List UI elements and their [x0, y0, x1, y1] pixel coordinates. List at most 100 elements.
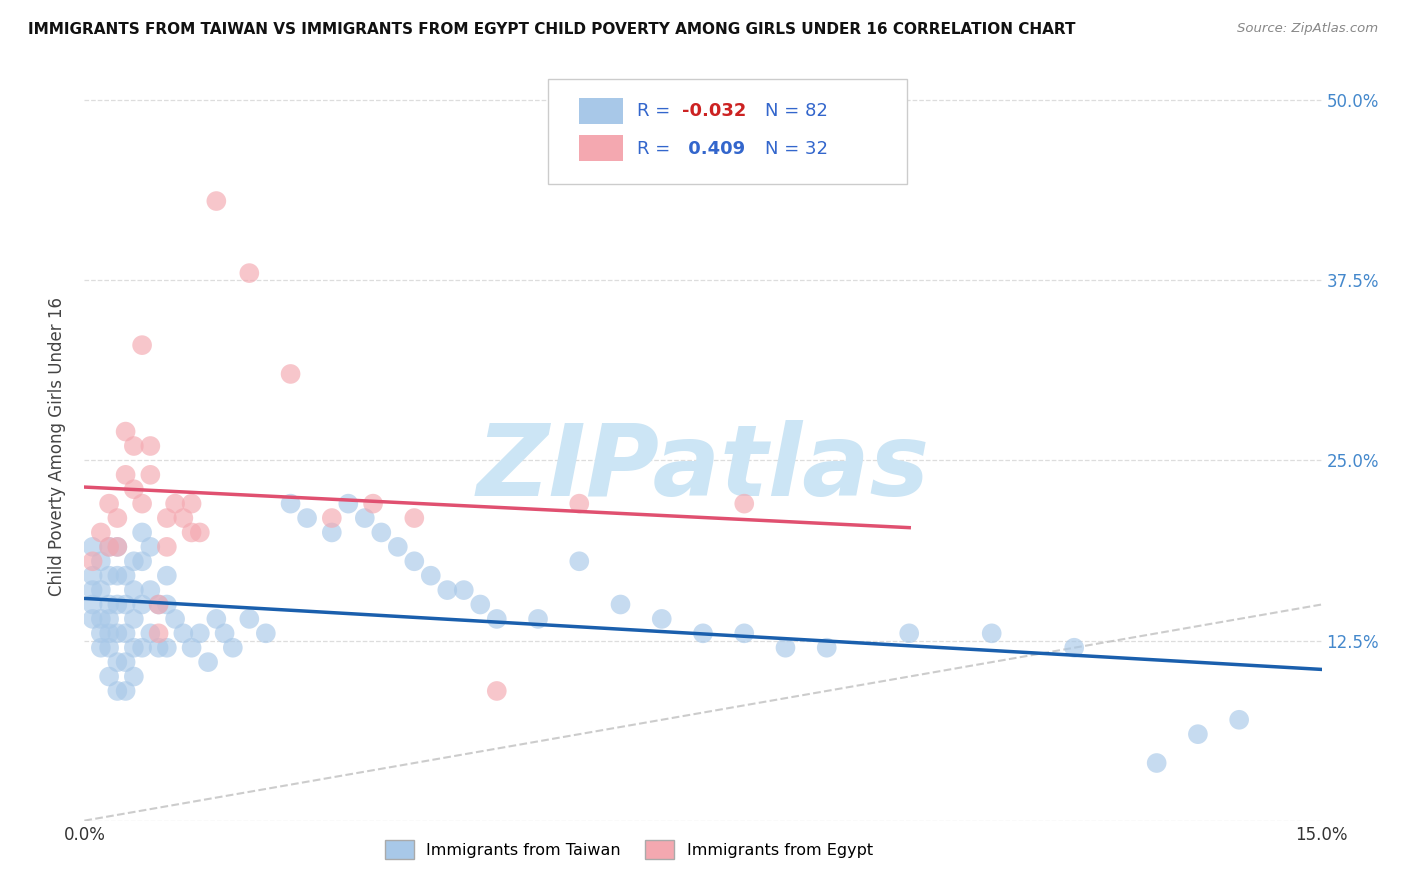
- Point: [82, 568, 104, 582]
- Point: [568, 497, 591, 511]
- Point: [733, 626, 755, 640]
- Point: [122, 583, 145, 598]
- Point: [238, 266, 260, 280]
- Point: [131, 598, 153, 612]
- Point: [980, 626, 1002, 640]
- Text: Source: ZipAtlas.com: Source: ZipAtlas.com: [1237, 22, 1378, 36]
- Point: [197, 655, 219, 669]
- Point: [98, 540, 121, 554]
- Point: [321, 511, 343, 525]
- Text: IMMIGRANTS FROM TAIWAN VS IMMIGRANTS FROM EGYPT CHILD POVERTY AMONG GIRLS UNDER : IMMIGRANTS FROM TAIWAN VS IMMIGRANTS FRO…: [28, 22, 1076, 37]
- Point: [98, 540, 121, 554]
- Point: [172, 511, 194, 525]
- Point: [404, 511, 426, 525]
- Point: [214, 626, 236, 640]
- FancyBboxPatch shape: [579, 97, 623, 124]
- Point: [453, 583, 475, 598]
- Point: [337, 497, 360, 511]
- Point: [165, 612, 187, 626]
- Point: [98, 598, 121, 612]
- Point: [114, 598, 136, 612]
- Point: [105, 511, 128, 525]
- Point: [139, 439, 162, 453]
- Point: [156, 540, 179, 554]
- Point: [156, 568, 179, 582]
- Point: [156, 598, 179, 612]
- Point: [1187, 727, 1209, 741]
- Point: [114, 467, 136, 482]
- Point: [82, 554, 104, 568]
- Text: -0.032: -0.032: [682, 102, 747, 120]
- Point: [98, 626, 121, 640]
- Point: [321, 525, 343, 540]
- Text: 0.409: 0.409: [682, 139, 745, 158]
- Text: R =: R =: [637, 102, 676, 120]
- Point: [114, 655, 136, 669]
- Point: [148, 598, 170, 612]
- Point: [139, 467, 162, 482]
- Point: [180, 525, 202, 540]
- Point: [90, 583, 112, 598]
- Point: [238, 612, 260, 626]
- Point: [280, 367, 302, 381]
- Point: [1063, 640, 1085, 655]
- Point: [180, 640, 202, 655]
- Point: [90, 626, 112, 640]
- Point: [651, 612, 673, 626]
- Point: [775, 640, 797, 655]
- Point: [1146, 756, 1168, 770]
- Point: [122, 482, 145, 496]
- Point: [148, 626, 170, 640]
- Point: [404, 554, 426, 568]
- Point: [148, 598, 170, 612]
- Point: [188, 525, 211, 540]
- Point: [180, 497, 202, 511]
- Point: [188, 626, 211, 640]
- Point: [898, 626, 921, 640]
- Point: [122, 612, 145, 626]
- Point: [387, 540, 409, 554]
- Point: [90, 640, 112, 655]
- Point: [131, 525, 153, 540]
- Point: [105, 568, 128, 582]
- Point: [98, 612, 121, 626]
- Point: [205, 194, 228, 208]
- Point: [527, 612, 550, 626]
- Point: [254, 626, 277, 640]
- Point: [156, 640, 179, 655]
- Point: [131, 338, 153, 352]
- Point: [105, 540, 128, 554]
- Point: [114, 684, 136, 698]
- Point: [172, 626, 194, 640]
- Text: R =: R =: [637, 139, 676, 158]
- FancyBboxPatch shape: [579, 135, 623, 161]
- Point: [131, 640, 153, 655]
- Point: [98, 640, 121, 655]
- Point: [105, 626, 128, 640]
- Point: [419, 568, 441, 582]
- Point: [1227, 713, 1250, 727]
- Text: ZIPatlas: ZIPatlas: [477, 420, 929, 517]
- Point: [692, 626, 714, 640]
- Point: [131, 554, 153, 568]
- Point: [139, 583, 162, 598]
- Point: [148, 640, 170, 655]
- Point: [485, 684, 508, 698]
- Point: [122, 669, 145, 683]
- Point: [485, 612, 508, 626]
- Point: [105, 540, 128, 554]
- Point: [131, 497, 153, 511]
- Point: [98, 568, 121, 582]
- Text: N = 32: N = 32: [765, 139, 828, 158]
- Point: [609, 598, 631, 612]
- Point: [114, 568, 136, 582]
- Point: [82, 583, 104, 598]
- Point: [105, 655, 128, 669]
- Point: [815, 640, 838, 655]
- Point: [436, 583, 458, 598]
- Legend: Immigrants from Taiwan, Immigrants from Egypt: Immigrants from Taiwan, Immigrants from …: [378, 834, 879, 865]
- Point: [733, 497, 755, 511]
- Point: [122, 554, 145, 568]
- Point: [98, 497, 121, 511]
- Point: [90, 612, 112, 626]
